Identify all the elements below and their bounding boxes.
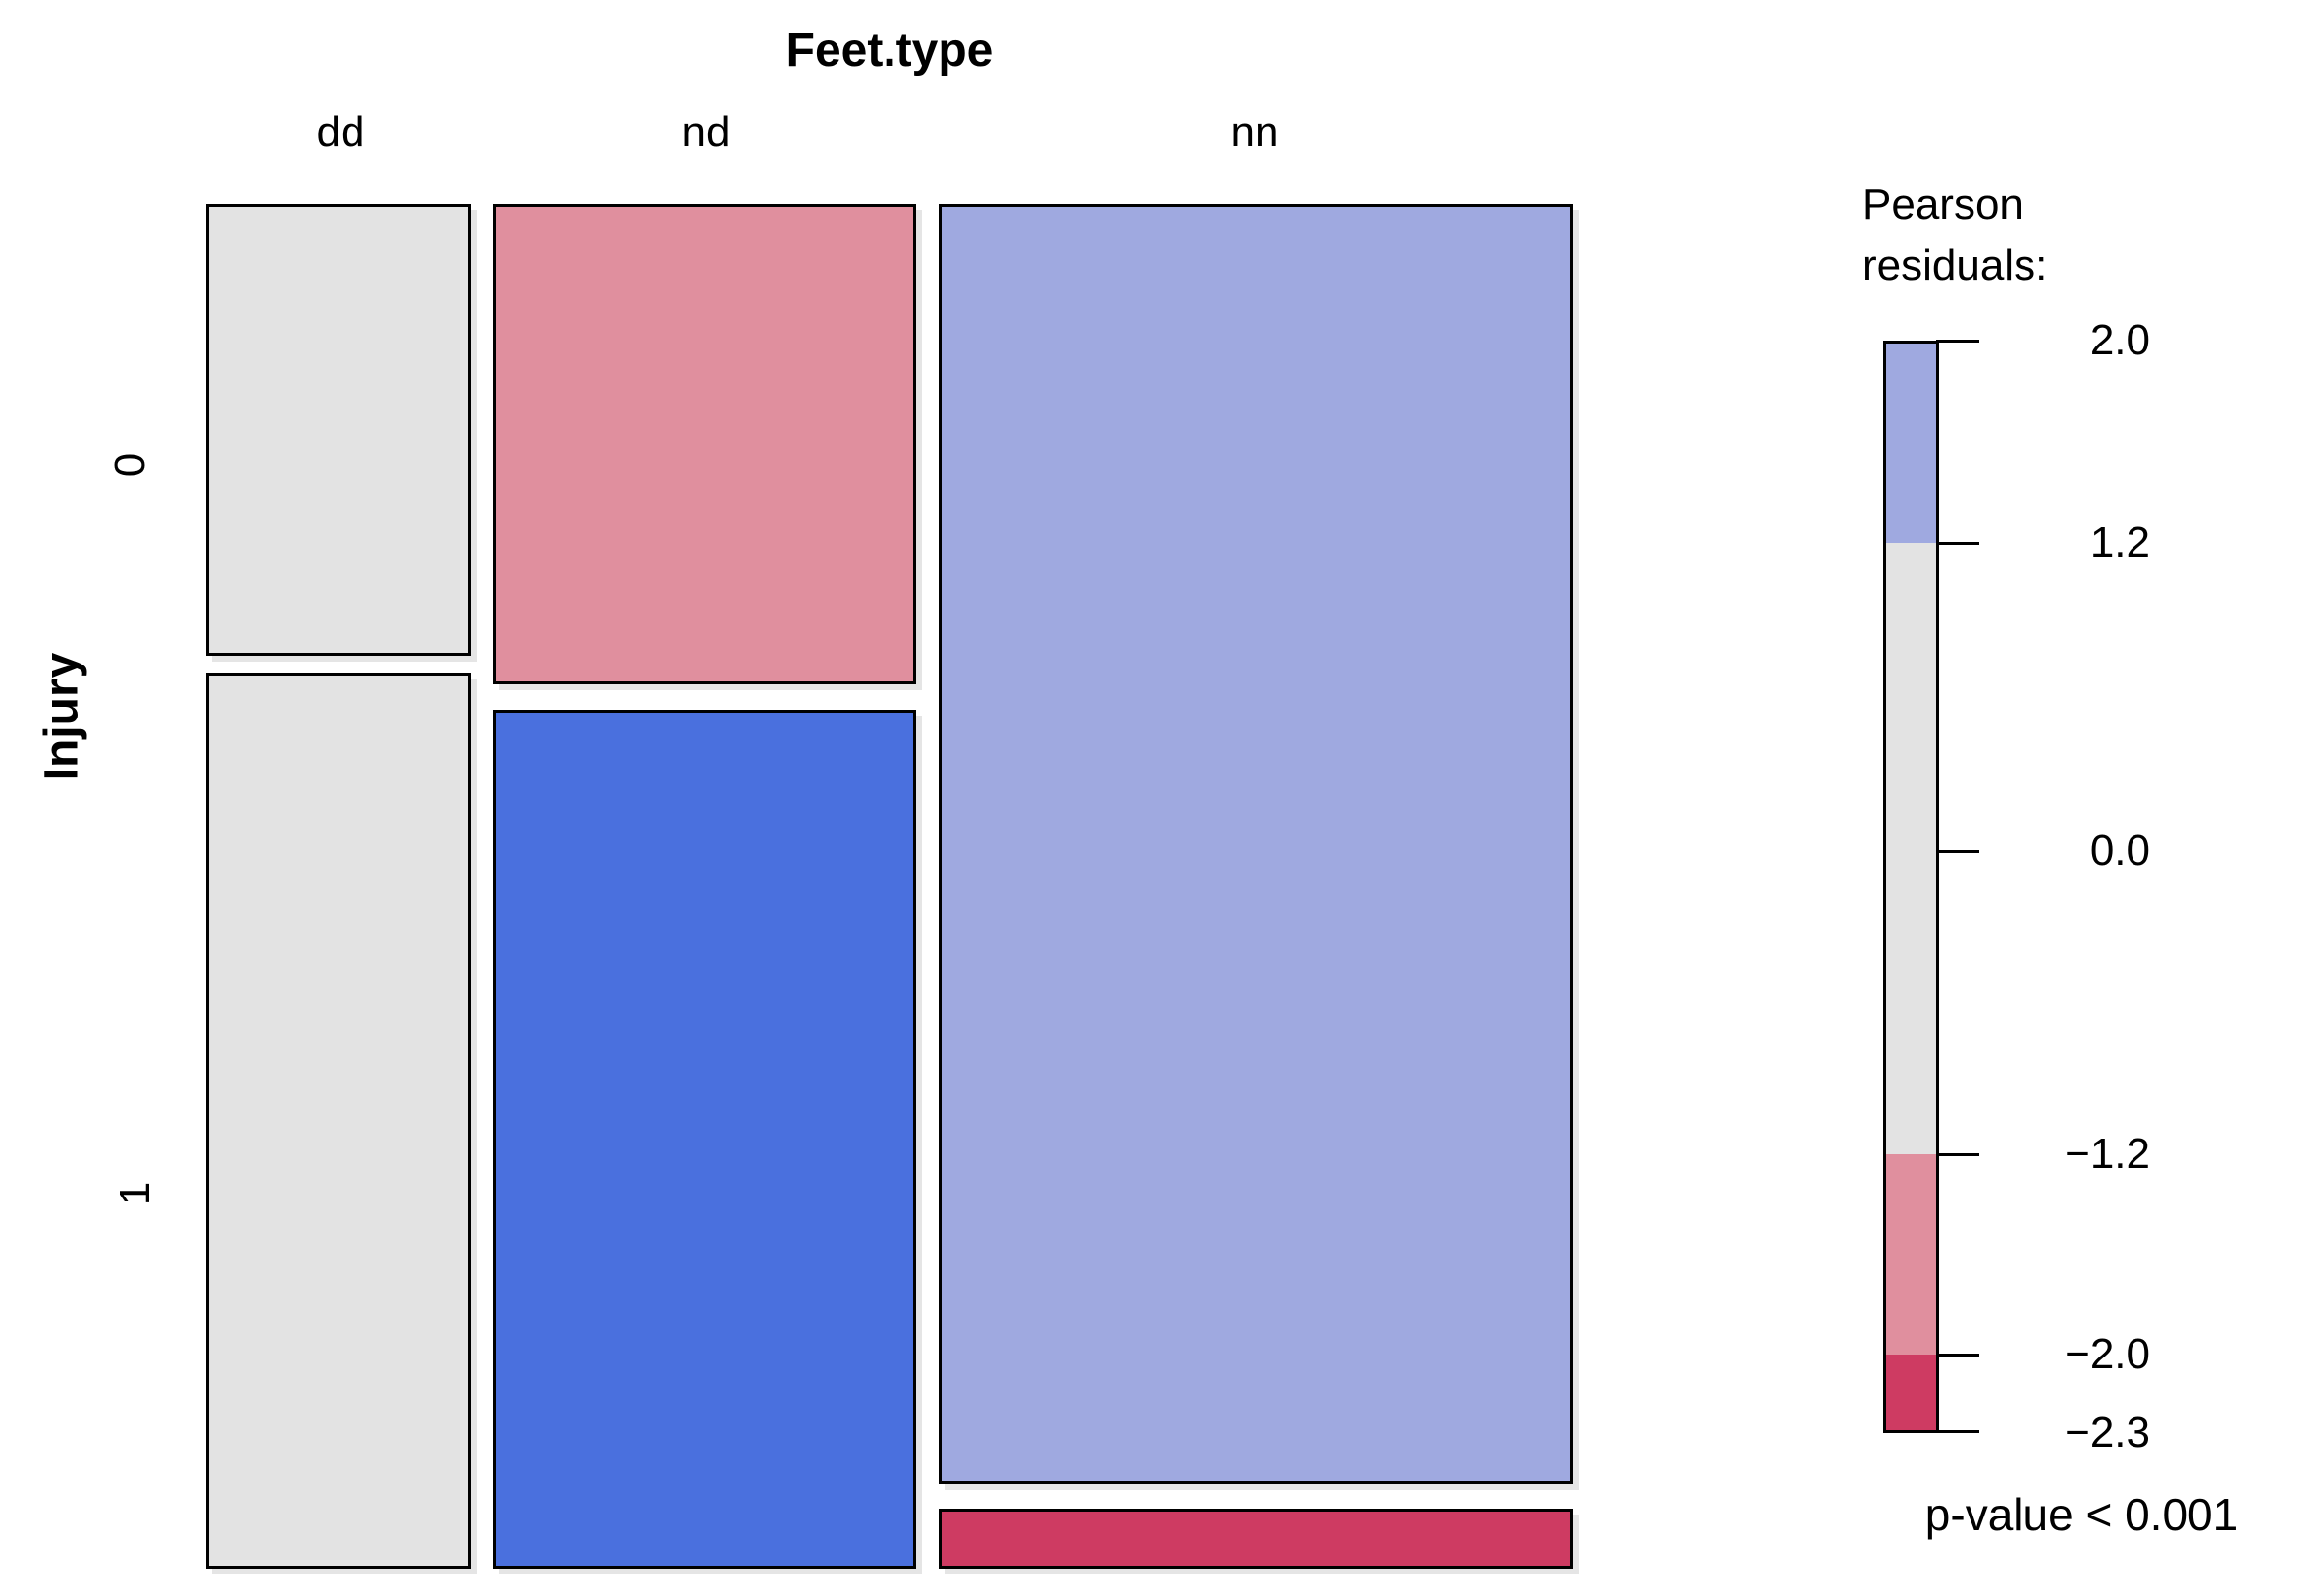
legend-tick-2.0 <box>1936 340 1979 343</box>
legend-tick-0.0 <box>1936 850 1979 853</box>
row-label-0: 0 <box>106 452 154 478</box>
legend-tick-label-1.2: 1.2 <box>2089 518 2150 566</box>
legend-segment-light-blue <box>1886 344 1936 543</box>
legend-segment-red <box>1886 1355 1936 1430</box>
legend-title: Pearson residuals: <box>1863 175 2047 296</box>
legend-tick-label-2.0: 2.0 <box>2089 316 2150 364</box>
legend-title-line2: residuals: <box>1863 241 2048 290</box>
tile-nd-injury0 <box>493 204 916 684</box>
column-label-dd: dd <box>316 108 365 156</box>
tile-nn-injury1 <box>939 1509 1573 1569</box>
legend-tick--2.3 <box>1936 1430 1979 1433</box>
column-label-nd: nd <box>681 108 730 156</box>
legend-tick-label--1.2: −1.2 <box>2065 1130 2150 1178</box>
legend-tick--2.0 <box>1936 1354 1979 1357</box>
legend-tick-1.2 <box>1936 542 1979 545</box>
tile-dd-injury1 <box>206 673 471 1569</box>
legend-colorbar <box>1883 341 1939 1433</box>
legend-title-line1: Pearson <box>1863 181 2024 229</box>
legend-tick--1.2 <box>1936 1153 1979 1156</box>
legend-tick-label-0.0: 0.0 <box>2089 826 2150 875</box>
legend-tick-label--2.0: −2.0 <box>2065 1330 2150 1378</box>
tile-nn-injury0 <box>939 204 1573 1484</box>
p-value-label: p-value < 0.001 <box>1924 1489 2239 1540</box>
tile-dd-injury0 <box>206 204 471 656</box>
plot-title: Feet.type <box>785 25 994 77</box>
tile-nd-injury1 <box>493 710 916 1569</box>
legend-segment-gray <box>1886 543 1936 1154</box>
y-axis-label: Injury <box>35 652 88 781</box>
legend-tick-label--2.3: −2.3 <box>2065 1409 2150 1457</box>
row-label-1: 1 <box>111 1181 159 1206</box>
legend-segment-pink <box>1886 1154 1936 1355</box>
column-label-nn: nn <box>1230 108 1279 156</box>
